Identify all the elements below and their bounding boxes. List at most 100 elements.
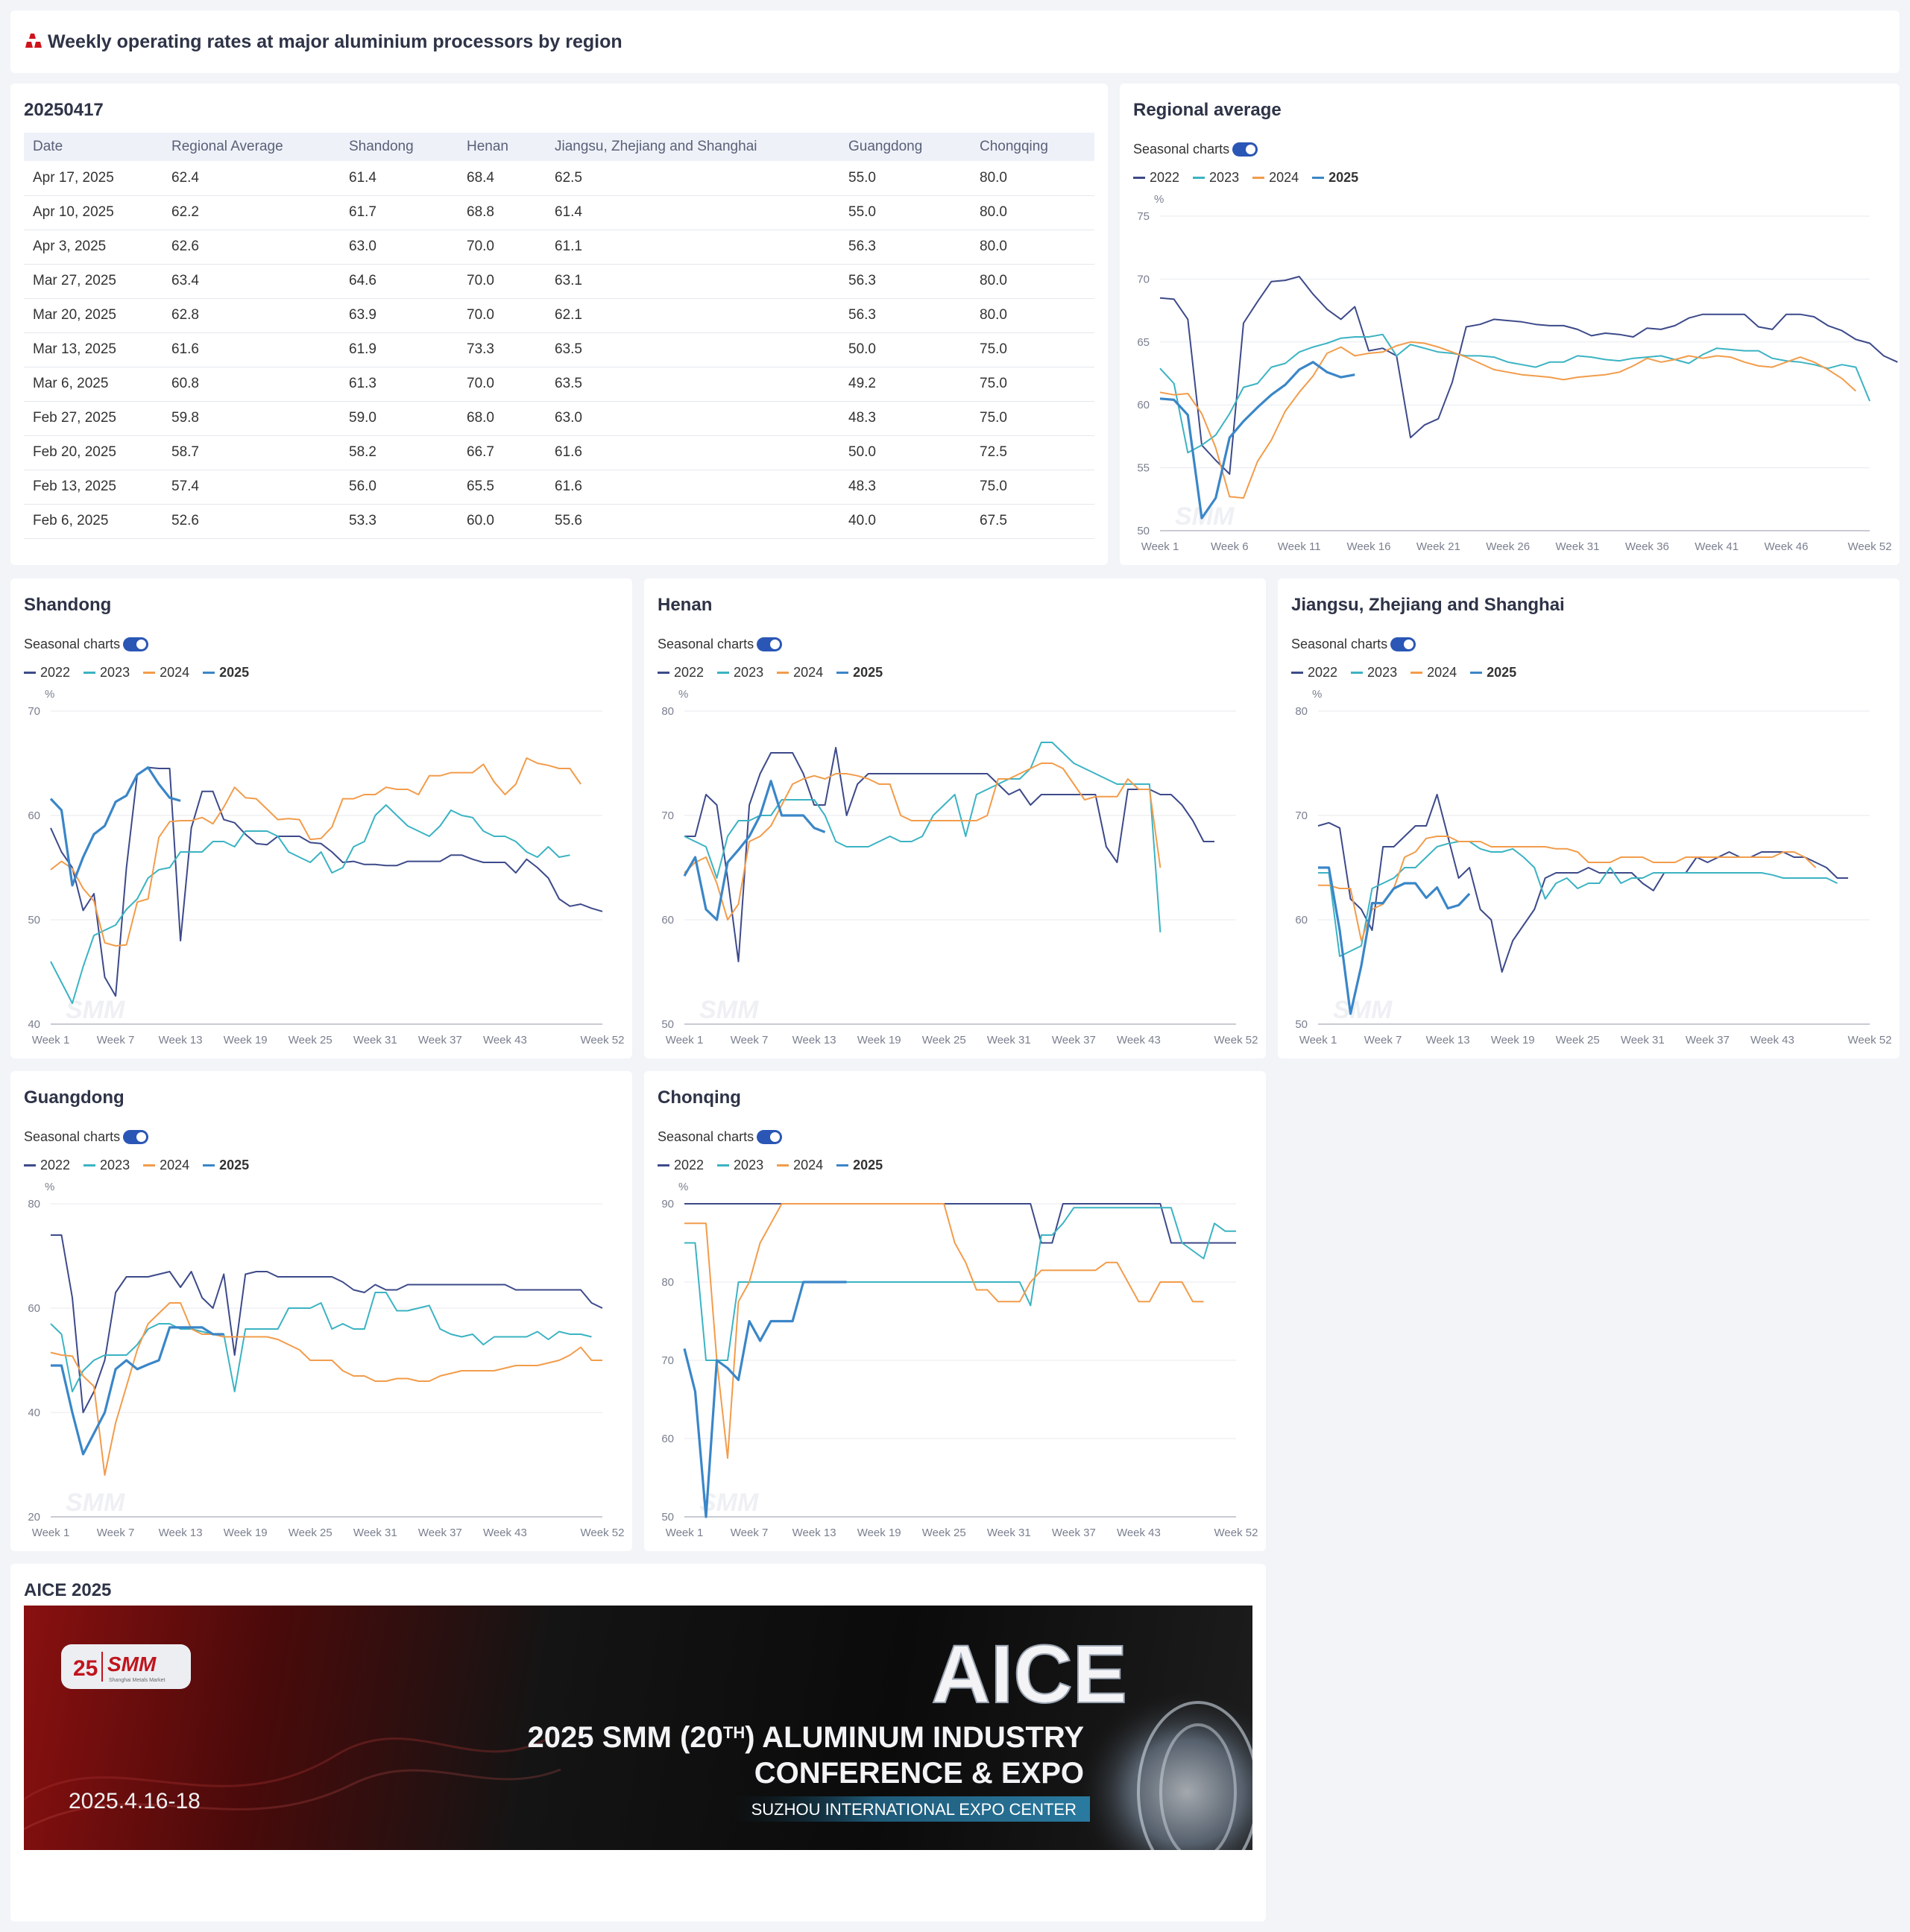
legend-item-2025[interactable]: 2025 bbox=[1312, 170, 1358, 186]
x-tick-label: Week 37 bbox=[1052, 1034, 1096, 1046]
seasonal-toggle[interactable]: Seasonal charts bbox=[658, 637, 783, 652]
henan-card: Henan Seasonal charts 2022 2023 2024 2025 SMM%… bbox=[644, 578, 1266, 1058]
x-tick-label: Week 19 bbox=[224, 1527, 268, 1539]
x-tick-label: Week 31 bbox=[987, 1034, 1031, 1046]
aice-banner[interactable]: 25 SMM Shanghai Metals Market 2025.4.16-… bbox=[24, 1606, 1252, 1850]
table-cell: 48.3 bbox=[839, 401, 971, 436]
legend-swatch bbox=[143, 672, 156, 674]
table-cell: 59.8 bbox=[163, 401, 340, 436]
legend-item-2023[interactable]: 2023 bbox=[717, 665, 763, 681]
x-tick-label: Week 52 bbox=[1848, 540, 1892, 553]
legend-item-2023[interactable]: 2023 bbox=[1351, 665, 1397, 681]
y-tick-label: 70 bbox=[1137, 273, 1150, 285]
toggle-switch[interactable] bbox=[123, 1130, 149, 1144]
table-cell: 61.7 bbox=[340, 195, 458, 230]
series-line-2025 bbox=[51, 1326, 224, 1456]
x-tick-label: Week 19 bbox=[857, 1527, 901, 1539]
table-cell: 61.6 bbox=[546, 435, 839, 470]
toggle-switch[interactable] bbox=[1232, 142, 1258, 157]
table-cell: 63.5 bbox=[546, 332, 839, 367]
x-tick-label: Week 1 bbox=[666, 1034, 704, 1046]
table-cell: Mar 6, 2025 bbox=[24, 367, 163, 402]
seasonal-toggle[interactable]: Seasonal charts bbox=[24, 1129, 149, 1145]
x-tick-label: Week 25 bbox=[1556, 1034, 1600, 1046]
x-tick-label: Week 31 bbox=[353, 1527, 397, 1539]
legend-item-2024[interactable]: 2024 bbox=[1411, 665, 1457, 681]
svg-text:25: 25 bbox=[73, 1656, 98, 1681]
aice-logo-text: AICE bbox=[931, 1629, 1127, 1720]
series-line-2023 bbox=[1318, 841, 1838, 957]
seasonal-toggle-label: Seasonal charts bbox=[24, 1129, 121, 1144]
legend-item-2023[interactable]: 2023 bbox=[83, 1158, 130, 1173]
y-unit-label: % bbox=[678, 1181, 688, 1193]
legend-item-2025[interactable]: 2025 bbox=[836, 1158, 883, 1173]
table-cell: 80.0 bbox=[971, 195, 1094, 230]
table-column-header: Shandong bbox=[340, 133, 458, 161]
legend-item-2025[interactable]: 2025 bbox=[1470, 665, 1516, 681]
series-line-2024 bbox=[50, 757, 581, 947]
legend-item-2025[interactable]: 2025 bbox=[203, 1158, 249, 1173]
toggle-switch[interactable] bbox=[757, 1130, 783, 1144]
table-cell: Feb 13, 2025 bbox=[24, 470, 163, 505]
legend-item-2022[interactable]: 2022 bbox=[658, 1158, 704, 1173]
seasonal-toggle[interactable]: Seasonal charts bbox=[1133, 142, 1258, 157]
legend-label: 2023 bbox=[734, 1158, 764, 1172]
x-tick-label: Week 37 bbox=[1686, 1034, 1730, 1046]
x-tick-label: Week 31 bbox=[1556, 540, 1600, 553]
seasonal-toggle-label: Seasonal charts bbox=[24, 637, 121, 651]
legend-item-2024[interactable]: 2024 bbox=[777, 1158, 823, 1173]
seasonal-toggle-label: Seasonal charts bbox=[1291, 637, 1388, 651]
y-tick-label: 20 bbox=[28, 1511, 40, 1524]
line-chart: SMM% 40 50 60 70 Week 1 Week 7 Week 13 Week 19 We… bbox=[28, 688, 625, 1046]
legend-label: 2022 bbox=[1150, 170, 1180, 185]
seasonal-toggle[interactable]: Seasonal charts bbox=[658, 1129, 783, 1145]
y-tick-label: 60 bbox=[28, 1302, 40, 1315]
x-tick-label: Week 52 bbox=[1214, 1034, 1258, 1046]
table-cell: Apr 17, 2025 bbox=[24, 161, 163, 196]
legend-item-2022[interactable]: 2022 bbox=[24, 665, 70, 681]
legend-label: 2024 bbox=[1427, 665, 1457, 680]
series-line-2022 bbox=[684, 1203, 1236, 1244]
legend-item-2024[interactable]: 2024 bbox=[143, 1158, 189, 1173]
table-cell: 68.0 bbox=[458, 401, 546, 436]
series-line-2022 bbox=[50, 766, 603, 997]
table-row: Apr 10, 2025 62.2 61.7 68.8 61.4 55.0 80.0 bbox=[24, 195, 1094, 230]
series-line-2025 bbox=[1318, 866, 1471, 1015]
toggle-switch[interactable] bbox=[1390, 637, 1416, 651]
x-tick-label: Week 31 bbox=[1621, 1034, 1665, 1046]
legend-item-2024[interactable]: 2024 bbox=[1252, 170, 1299, 186]
table-column-header: Chongqing bbox=[971, 133, 1094, 161]
x-tick-label: Week 52 bbox=[1214, 1527, 1258, 1539]
x-tick-label: Week 7 bbox=[97, 1034, 135, 1046]
watermark: SMM bbox=[699, 996, 759, 1024]
series-line-2022 bbox=[1317, 794, 1848, 973]
legend-label: 2024 bbox=[1269, 170, 1299, 185]
seasonal-toggle[interactable]: Seasonal charts bbox=[24, 637, 149, 652]
table-cell: 72.5 bbox=[971, 435, 1094, 470]
legend-item-2023[interactable]: 2023 bbox=[1193, 170, 1239, 186]
legend-swatch bbox=[1312, 177, 1325, 179]
series-line-2024 bbox=[50, 1302, 602, 1476]
table-cell: 61.1 bbox=[546, 230, 839, 265]
x-tick-label: Week 52 bbox=[1848, 1034, 1892, 1046]
legend-item-2025[interactable]: 2025 bbox=[203, 665, 249, 681]
seasonal-toggle[interactable]: Seasonal charts bbox=[1291, 637, 1416, 652]
toggle-switch[interactable] bbox=[123, 637, 149, 651]
legend-item-2022[interactable]: 2022 bbox=[1291, 665, 1337, 681]
legend-item-2022[interactable]: 2022 bbox=[1133, 170, 1179, 186]
legend-item-2023[interactable]: 2023 bbox=[83, 665, 130, 681]
legend-item-2022[interactable]: 2022 bbox=[658, 665, 704, 681]
table-cell: 80.0 bbox=[971, 161, 1094, 196]
toggle-switch[interactable] bbox=[757, 637, 783, 651]
legend-swatch bbox=[1291, 672, 1303, 674]
x-tick-label: Week 52 bbox=[581, 1527, 625, 1539]
legend-item-2024[interactable]: 2024 bbox=[777, 665, 823, 681]
legend-label: 2023 bbox=[100, 1158, 130, 1172]
legend-item-2025[interactable]: 2025 bbox=[836, 665, 883, 681]
legend-item-2023[interactable]: 2023 bbox=[717, 1158, 763, 1173]
legend-item-2024[interactable]: 2024 bbox=[143, 665, 189, 681]
series-line-2025 bbox=[683, 780, 826, 921]
legend-item-2022[interactable]: 2022 bbox=[24, 1158, 70, 1173]
x-tick-label: Week 52 bbox=[581, 1034, 625, 1046]
legend-swatch bbox=[1470, 672, 1483, 674]
